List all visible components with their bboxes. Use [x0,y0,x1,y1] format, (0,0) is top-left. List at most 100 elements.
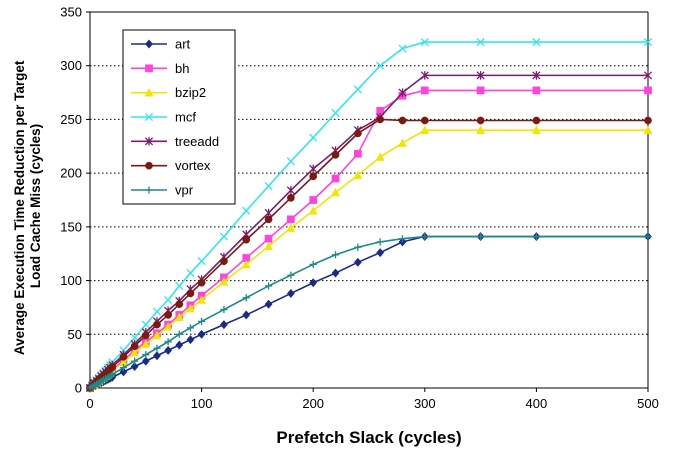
data-point-mcf [309,133,318,142]
data-point-vortex [353,129,362,138]
legend-label: bzip2 [175,85,206,100]
data-point-mcf [219,232,228,241]
data-point-mcf [286,157,295,166]
legend-marker [144,137,154,146]
data-point-mcf [532,38,541,47]
data-point-bh [331,174,340,183]
data-point-vortex [309,172,318,181]
data-point-vpr [186,324,195,332]
legend-item-vortex: vortex [131,158,211,173]
data-point-bh [420,86,429,95]
data-point-art [353,257,362,267]
data-point-art [130,361,139,372]
data-point-bzip2 [308,205,318,215]
data-point-bzip2 [264,241,273,251]
y-tick-label: 50 [68,327,82,342]
data-point-vortex [476,116,485,125]
data-point-vortex [264,215,273,224]
series-line-vpr [89,235,648,389]
data-point-vpr [198,317,206,325]
data-point-vpr [398,235,407,243]
data-point-vortex [220,257,228,266]
data-point-treeadd [643,71,653,80]
data-point-bzip2 [331,187,340,197]
legend-label: vortex [175,158,211,173]
data-point-vpr [287,271,295,279]
data-point-vortex [141,331,150,340]
data-point-art [264,299,273,309]
data-point-bzip2 [186,303,195,313]
data-point-vpr [309,260,317,269]
data-point-treeadd [309,164,318,174]
legend-marker [144,87,154,97]
axes [86,11,649,392]
legend-marker [144,112,154,122]
y-tick-label: 200 [60,166,82,181]
data-point-mcf [130,333,139,342]
data-point-bh [287,215,295,224]
x-tick-label: 200 [302,396,324,411]
data-point-mcf [197,257,206,266]
legend-label: treeadd [175,134,219,149]
legend-item-art: art [131,37,191,52]
data-point-art [119,367,128,377]
legend-marker [145,39,153,49]
x-tick-label: 0 [86,396,93,411]
data-point-art [242,310,251,320]
data-point-bzip2 [476,125,486,135]
data-point-bzip2 [353,170,363,180]
data-point-vpr [644,232,652,241]
series-vortex [86,115,652,392]
data-point-mcf [643,38,653,47]
data-point-mcf [376,61,385,70]
legend-label: vpr [175,183,194,198]
y-axis-title: Average Execution Time Reduction per Tar… [12,57,43,355]
data-point-mcf [353,85,362,94]
legend-marker [145,161,153,170]
x-axis-title: Prefetch Slack (cycles) [276,428,461,447]
data-point-mcf [186,268,195,278]
data-point-vpr [421,232,429,241]
series-lines [85,38,653,393]
data-point-bzip2 [163,322,173,331]
legend: art bh bzip2 mcf treeadd vortex vpr [122,29,236,205]
data-point-bzip2 [197,295,207,304]
data-point-art [219,320,228,330]
data-point-vpr [131,357,139,365]
tick-labels: 0 50 100 150 200 250 300 350 0 100 200 300 400 500 [60,5,659,412]
legend-marker [145,186,153,194]
y-tick-label: 250 [60,112,82,127]
y-tick-label: 350 [60,5,82,20]
y-axis-title-line-1: Average Execution Time Reduction per Tar… [12,60,27,355]
data-point-vpr [532,232,540,241]
data-point-art [197,329,206,339]
y-tick-label: 300 [60,58,82,73]
data-point-vpr [242,294,250,302]
legend-label: bh [175,61,189,76]
series-vpr [86,232,652,392]
data-point-bzip2 [286,223,296,232]
data-point-mcf [398,44,407,53]
data-point-art [175,340,184,350]
data-point-mcf [175,281,184,291]
data-point-art [286,288,295,299]
data-point-bzip2 [141,339,151,348]
x-tick-label: 300 [414,396,436,411]
data-point-treeadd [286,186,295,195]
data-point-bzip2 [643,125,653,135]
data-point-vortex [287,194,295,202]
data-point-vortex [108,363,117,371]
data-point-vpr [153,344,161,352]
data-point-vortex [186,289,195,298]
data-point-vpr [376,238,384,246]
data-point-vortex [242,235,251,244]
x-tick-label: 400 [526,396,548,411]
data-point-art [153,351,161,361]
data-point-bzip2 [152,330,162,340]
data-point-vortex [644,116,652,125]
data-point-mcf [164,295,173,304]
data-point-bh [264,234,273,243]
data-point-mcf [242,206,251,215]
